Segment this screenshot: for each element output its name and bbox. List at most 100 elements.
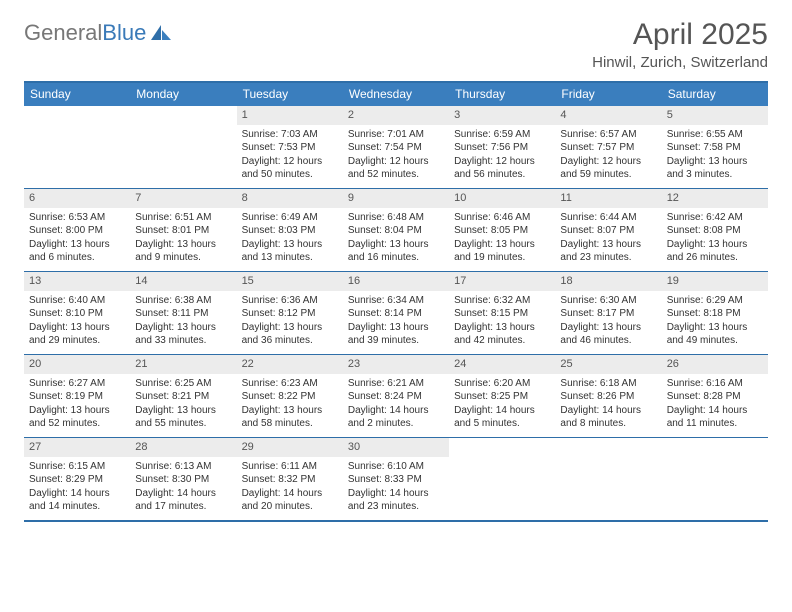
sunset-text: Sunset: 8:19 PM	[29, 390, 125, 404]
daylight-text: Daylight: 13 hours and 42 minutes.	[454, 321, 550, 348]
day-number: 13	[24, 272, 130, 291]
sunrise-text: Sunrise: 6:38 AM	[135, 294, 231, 308]
dow-thursday: Thursday	[449, 83, 555, 106]
day-body: Sunrise: 6:51 AMSunset: 8:01 PMDaylight:…	[130, 208, 236, 269]
day-body: Sunrise: 6:27 AMSunset: 8:19 PMDaylight:…	[24, 374, 130, 435]
daylight-text: Daylight: 13 hours and 46 minutes.	[560, 321, 656, 348]
daylight-text: Daylight: 12 hours and 59 minutes.	[560, 155, 656, 182]
day-body: Sunrise: 6:10 AMSunset: 8:33 PMDaylight:…	[343, 457, 449, 518]
sunrise-text: Sunrise: 6:23 AM	[242, 377, 338, 391]
day-cell: 15Sunrise: 6:36 AMSunset: 8:12 PMDayligh…	[237, 272, 343, 354]
day-cell: 13Sunrise: 6:40 AMSunset: 8:10 PMDayligh…	[24, 272, 130, 354]
sunset-text: Sunset: 8:10 PM	[29, 307, 125, 321]
day-body: Sunrise: 6:23 AMSunset: 8:22 PMDaylight:…	[237, 374, 343, 435]
day-body: Sunrise: 6:15 AMSunset: 8:29 PMDaylight:…	[24, 457, 130, 518]
day-number: 12	[662, 189, 768, 208]
day-body: Sunrise: 6:57 AMSunset: 7:57 PMDaylight:…	[555, 125, 661, 186]
sunrise-text: Sunrise: 6:18 AM	[560, 377, 656, 391]
daylight-text: Daylight: 13 hours and 29 minutes.	[29, 321, 125, 348]
day-cell: 3Sunrise: 6:59 AMSunset: 7:56 PMDaylight…	[449, 106, 555, 188]
day-body: Sunrise: 6:21 AMSunset: 8:24 PMDaylight:…	[343, 374, 449, 435]
sunset-text: Sunset: 7:58 PM	[667, 141, 763, 155]
brand-part2: Blue	[102, 20, 146, 46]
daylight-text: Daylight: 14 hours and 14 minutes.	[29, 487, 125, 514]
daylight-text: Daylight: 14 hours and 8 minutes.	[560, 404, 656, 431]
day-body: Sunrise: 6:32 AMSunset: 8:15 PMDaylight:…	[449, 291, 555, 352]
day-number: 9	[343, 189, 449, 208]
daylight-text: Daylight: 14 hours and 11 minutes.	[667, 404, 763, 431]
day-number: 30	[343, 438, 449, 457]
sunset-text: Sunset: 8:14 PM	[348, 307, 444, 321]
daylight-text: Daylight: 12 hours and 50 minutes.	[242, 155, 338, 182]
header: GeneralBlue April 2025 Hinwil, Zurich, S…	[24, 18, 768, 71]
sunset-text: Sunset: 8:04 PM	[348, 224, 444, 238]
sunset-text: Sunset: 8:29 PM	[29, 473, 125, 487]
day-cell: 26Sunrise: 6:16 AMSunset: 8:28 PMDayligh…	[662, 355, 768, 437]
day-body: Sunrise: 6:18 AMSunset: 8:26 PMDaylight:…	[555, 374, 661, 435]
sunrise-text: Sunrise: 7:01 AM	[348, 128, 444, 142]
day-number: 28	[130, 438, 236, 457]
daylight-text: Daylight: 14 hours and 5 minutes.	[454, 404, 550, 431]
day-number: 18	[555, 272, 661, 291]
calendar: Sunday Monday Tuesday Wednesday Thursday…	[24, 81, 768, 522]
sunrise-text: Sunrise: 6:49 AM	[242, 211, 338, 225]
day-cell: 30Sunrise: 6:10 AMSunset: 8:33 PMDayligh…	[343, 438, 449, 520]
sunset-text: Sunset: 8:21 PM	[135, 390, 231, 404]
daylight-text: Daylight: 12 hours and 56 minutes.	[454, 155, 550, 182]
day-body: Sunrise: 6:11 AMSunset: 8:32 PMDaylight:…	[237, 457, 343, 518]
daylight-text: Daylight: 14 hours and 23 minutes.	[348, 487, 444, 514]
sunrise-text: Sunrise: 6:32 AM	[454, 294, 550, 308]
day-cell	[130, 106, 236, 188]
day-body: Sunrise: 6:53 AMSunset: 8:00 PMDaylight:…	[24, 208, 130, 269]
sunrise-text: Sunrise: 6:21 AM	[348, 377, 444, 391]
sunrise-text: Sunrise: 6:20 AM	[454, 377, 550, 391]
day-cell: 5Sunrise: 6:55 AMSunset: 7:58 PMDaylight…	[662, 106, 768, 188]
daylight-text: Daylight: 13 hours and 23 minutes.	[560, 238, 656, 265]
daylight-text: Daylight: 14 hours and 17 minutes.	[135, 487, 231, 514]
day-cell: 16Sunrise: 6:34 AMSunset: 8:14 PMDayligh…	[343, 272, 449, 354]
day-body: Sunrise: 6:55 AMSunset: 7:58 PMDaylight:…	[662, 125, 768, 186]
day-cell: 2Sunrise: 7:01 AMSunset: 7:54 PMDaylight…	[343, 106, 449, 188]
day-body: Sunrise: 6:38 AMSunset: 8:11 PMDaylight:…	[130, 291, 236, 352]
day-body: Sunrise: 6:25 AMSunset: 8:21 PMDaylight:…	[130, 374, 236, 435]
day-body: Sunrise: 6:49 AMSunset: 8:03 PMDaylight:…	[237, 208, 343, 269]
dow-tuesday: Tuesday	[237, 83, 343, 106]
day-cell: 28Sunrise: 6:13 AMSunset: 8:30 PMDayligh…	[130, 438, 236, 520]
day-cell: 18Sunrise: 6:30 AMSunset: 8:17 PMDayligh…	[555, 272, 661, 354]
sunset-text: Sunset: 8:15 PM	[454, 307, 550, 321]
sunrise-text: Sunrise: 6:34 AM	[348, 294, 444, 308]
day-cell: 27Sunrise: 6:15 AMSunset: 8:29 PMDayligh…	[24, 438, 130, 520]
sunrise-text: Sunrise: 6:16 AM	[667, 377, 763, 391]
sunset-text: Sunset: 8:12 PM	[242, 307, 338, 321]
day-number: 26	[662, 355, 768, 374]
week-row: 13Sunrise: 6:40 AMSunset: 8:10 PMDayligh…	[24, 272, 768, 355]
sunrise-text: Sunrise: 6:11 AM	[242, 460, 338, 474]
day-number: 17	[449, 272, 555, 291]
sunset-text: Sunset: 8:22 PM	[242, 390, 338, 404]
sunrise-text: Sunrise: 6:42 AM	[667, 211, 763, 225]
day-number: 5	[662, 106, 768, 125]
day-cell: 21Sunrise: 6:25 AMSunset: 8:21 PMDayligh…	[130, 355, 236, 437]
day-number: 6	[24, 189, 130, 208]
day-cell: 20Sunrise: 6:27 AMSunset: 8:19 PMDayligh…	[24, 355, 130, 437]
day-number: 21	[130, 355, 236, 374]
sunset-text: Sunset: 8:26 PM	[560, 390, 656, 404]
daylight-text: Daylight: 13 hours and 3 minutes.	[667, 155, 763, 182]
sunrise-text: Sunrise: 6:51 AM	[135, 211, 231, 225]
location: Hinwil, Zurich, Switzerland	[592, 54, 768, 71]
day-number: 25	[555, 355, 661, 374]
sunset-text: Sunset: 8:33 PM	[348, 473, 444, 487]
daylight-text: Daylight: 13 hours and 49 minutes.	[667, 321, 763, 348]
day-number: 7	[130, 189, 236, 208]
dow-monday: Monday	[130, 83, 236, 106]
day-body: Sunrise: 6:29 AMSunset: 8:18 PMDaylight:…	[662, 291, 768, 352]
sunset-text: Sunset: 8:05 PM	[454, 224, 550, 238]
day-body: Sunrise: 6:40 AMSunset: 8:10 PMDaylight:…	[24, 291, 130, 352]
brand-logo: GeneralBlue	[24, 20, 172, 46]
sunrise-text: Sunrise: 6:15 AM	[29, 460, 125, 474]
dow-friday: Friday	[555, 83, 661, 106]
day-cell: 29Sunrise: 6:11 AMSunset: 8:32 PMDayligh…	[237, 438, 343, 520]
day-cell: 9Sunrise: 6:48 AMSunset: 8:04 PMDaylight…	[343, 189, 449, 271]
day-body: Sunrise: 6:13 AMSunset: 8:30 PMDaylight:…	[130, 457, 236, 518]
daylight-text: Daylight: 13 hours and 36 minutes.	[242, 321, 338, 348]
